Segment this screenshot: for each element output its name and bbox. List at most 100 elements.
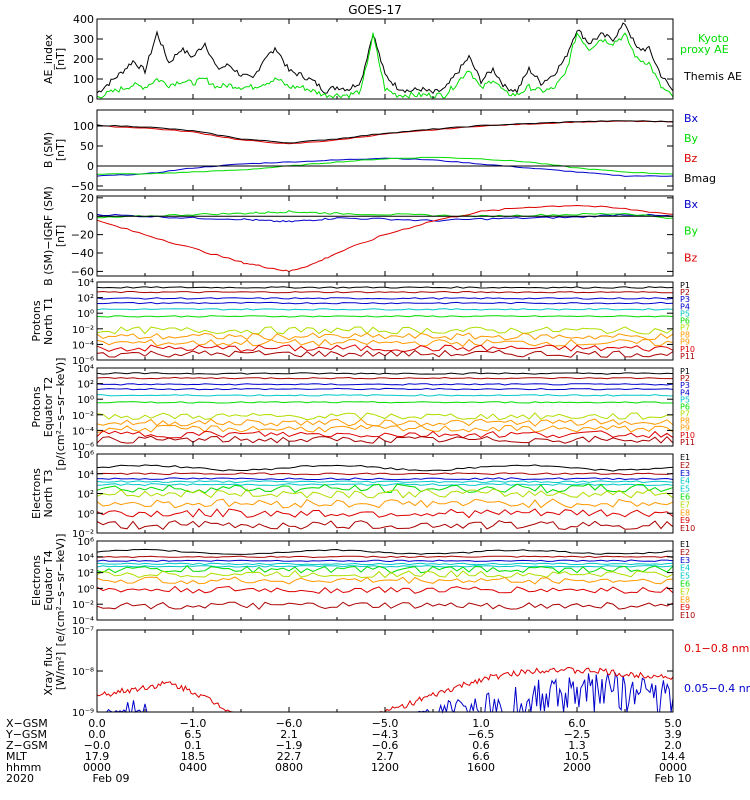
flux-legend-e5: E5: [680, 485, 690, 494]
flux2-ytick-label: 10²: [77, 380, 94, 391]
xray-ylabel: [W/m²]: [54, 652, 67, 690]
b-legend-bmag: Bmag: [684, 172, 716, 185]
dbb-ytick-label: 20: [80, 192, 94, 205]
flux-legend-e4: E4: [680, 564, 690, 573]
electron-units-label: [e/(cm²−s−sr−keV)]: [54, 534, 67, 647]
ephem-value: 0000: [83, 761, 111, 774]
flux3-ytick-label: 10⁴: [77, 470, 94, 481]
flux-series-e10: [96, 601, 674, 610]
flux-legend-p2: P2: [680, 288, 690, 297]
flux-legend-e3: E3: [680, 469, 690, 478]
xray-legend-long: 0.1−0.8 nm: [684, 642, 749, 655]
proton-units-label: [p/(cm²−s−sr−keV)]: [54, 358, 67, 471]
dbb-ytick-label: −60: [71, 265, 94, 278]
flux4-ytick-label: 10⁶: [77, 537, 94, 548]
dbb-series-bz: [96, 204, 674, 273]
b-series-bz: [96, 120, 674, 145]
dbb-legend-by: By: [684, 225, 699, 238]
flux-legend-p11: P11: [680, 438, 695, 447]
flux-legend-p7: P7: [680, 324, 690, 333]
b-series-bmag: [96, 120, 674, 144]
dbb-series-bx: [96, 213, 674, 223]
flux-series-p3: [96, 383, 674, 386]
ephem-value: 22.7: [277, 750, 302, 763]
flux-legend-p5: P5: [680, 395, 690, 404]
xray-ylabel: Xray flux: [42, 646, 55, 696]
flux3-ylabel: North T3: [42, 470, 55, 518]
ephem-label-1: Y−GSM: [5, 728, 47, 741]
flux1-ytick-label: 10⁰: [77, 309, 94, 320]
flux-legend-p9: P9: [680, 424, 690, 433]
flux4-ytick-label: 10²: [77, 569, 94, 580]
flux-legend-p1: P1: [680, 281, 690, 290]
ephem-label-4: hhmm: [6, 761, 41, 774]
ephem-label-2: Z−GSM: [6, 739, 48, 752]
xray-ytick-label: 10⁻⁸: [72, 667, 94, 678]
ae-ytick-label: 400: [73, 13, 94, 26]
flux2-ytick-label: 10⁴: [77, 364, 94, 375]
ephemeris-table: X−GSM 0.0 −1.0 −6.0 −5.0 1.0 6.0 5.0 Y−GSM 0.0 6.5…: [5, 717, 691, 785]
b-ytick-label: 0: [87, 160, 94, 173]
flux-series-e1: [96, 464, 674, 472]
ephem-value: −6.0: [276, 717, 303, 730]
ephem-value: −1.9: [276, 739, 303, 752]
ephem-start-date: Feb 09: [93, 772, 130, 785]
flux4-ytick-label: 10⁻²: [72, 600, 94, 611]
ae-legend-proxy: proxy AE: [680, 43, 729, 56]
flux1-ytick-label: 10⁻⁴: [72, 340, 94, 351]
ae-ytick-label: 300: [73, 33, 94, 46]
ae-legend-themis: Themis AE: [683, 70, 742, 83]
flux1-ytick-label: 10⁻⁶: [72, 356, 94, 367]
dbb-frame: [96, 195, 674, 277]
ephem-value: 17.9: [85, 750, 110, 763]
b-legend-by: By: [684, 132, 699, 145]
ephem-value: 0000: [659, 761, 687, 774]
dbb-ylabel: B (SM)−IGRF (SM): [42, 186, 55, 286]
flux-series-p5: [96, 308, 674, 311]
flux-series-p7: [96, 326, 674, 335]
flux-series-e3: [96, 559, 674, 563]
flux2-ytick-label: 10⁻⁶: [72, 442, 94, 453]
flux-legend-e10: E10: [680, 611, 695, 620]
flux-legend-e6: E6: [680, 493, 690, 502]
flux-legend-e1: E1: [680, 540, 690, 549]
flux4-ylabel: Equator T4: [42, 550, 55, 610]
ephem-value: 0.1: [184, 739, 202, 752]
flux-series-e9: [96, 585, 674, 594]
ephem-value: 6.6: [472, 750, 490, 763]
flux-legend-p11: P11: [680, 352, 695, 361]
flux-series-p3: [96, 297, 674, 300]
flux-series-e4: [96, 562, 674, 566]
flux-legend-p8: P8: [680, 417, 690, 426]
flux2-frame: [96, 367, 674, 447]
xray-ytick-label: 10⁻⁹: [72, 708, 94, 719]
flux-series-e3: [96, 477, 674, 481]
ae-series-themis-ae: [96, 22, 674, 95]
flux-series-e7: [96, 569, 674, 579]
flux-legend-p3: P3: [680, 381, 690, 390]
flux-series-p7: [96, 412, 674, 421]
flux-series-e8: [96, 498, 674, 509]
flux-series-p1: [96, 372, 674, 375]
ephem-value: −5.0: [372, 717, 399, 730]
ephem-value: 2.7: [376, 750, 394, 763]
flux-series-e7: [96, 488, 674, 499]
flux-series-p4: [96, 387, 674, 391]
xray-legend-short: 0.05−0.4 nm: [684, 682, 750, 695]
xray-series-short: [97, 671, 674, 714]
flux-series-p6: [96, 315, 674, 318]
flux4-ylabel: Electrons: [30, 555, 43, 606]
unit-labels: [p/(cm²−s−sr−keV)] [e/(cm²−s−sr−keV)]: [54, 358, 67, 647]
flux3-ytick-label: 10⁶: [77, 450, 94, 461]
ae-legend-kyoto: Kyoto: [698, 32, 729, 45]
flux1-ytick-label: 10²: [77, 294, 94, 305]
ephem-value: 2.1: [280, 728, 298, 741]
dbb-ytick-label: −20: [71, 229, 94, 242]
ae-ylabel: [nT]: [54, 48, 67, 70]
ephem-end-date: Feb 10: [655, 772, 692, 785]
flux-legend-e9: E9: [680, 516, 690, 525]
